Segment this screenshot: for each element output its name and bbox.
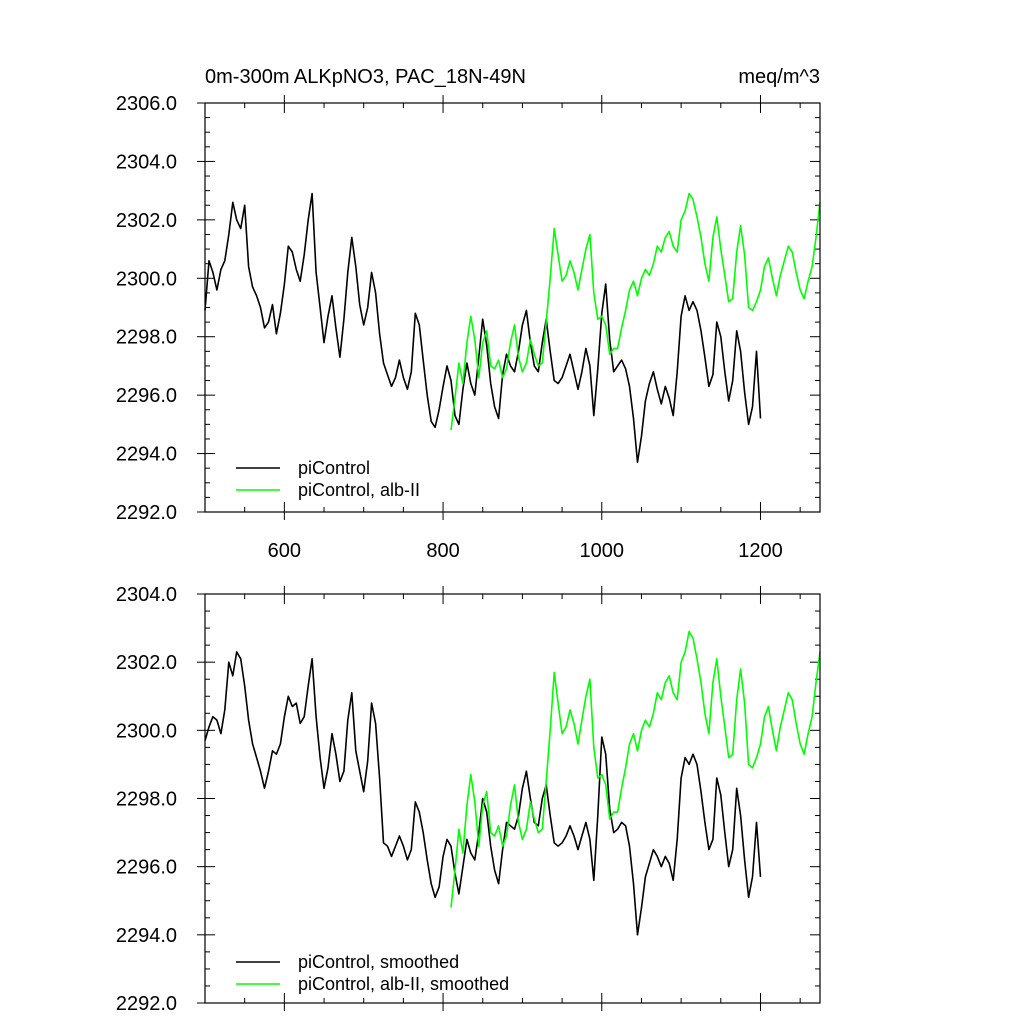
top-series	[204, 192, 821, 464]
top-x-tick-labels: 600 800 1000 1200	[268, 540, 783, 562]
top-legend-label-alb-ii: piControl, alb-II	[298, 480, 420, 500]
bottom-series	[204, 630, 821, 936]
bottom-legend: piControl, smoothed piControl, alb-II, s…	[236, 952, 509, 994]
y-tick-label: 2298.0	[116, 327, 177, 349]
y-tick-label: 2294.0	[116, 925, 177, 947]
series-line-picontrol	[204, 192, 762, 464]
top-chart-units: meq/m^3	[738, 66, 820, 88]
y-tick-label: 2298.0	[116, 789, 177, 811]
y-tick-label: 2304.0	[116, 151, 177, 173]
y-tick-label: 2306.0	[116, 93, 177, 115]
series-line-picontrol-alb-ii-smoothed	[450, 630, 821, 908]
bottom-legend-label-smoothed: piControl, smoothed	[298, 952, 459, 972]
x-tick-label: 600	[268, 540, 301, 562]
y-tick-label: 2300.0	[116, 268, 177, 290]
y-tick-label: 2302.0	[116, 210, 177, 232]
bottom-panel: 2292.0 2294.0 2296.0 2298.0 2300.0 2302.0 2304…	[116, 584, 821, 1015]
top-legend: piControl piControl, alb-II	[236, 458, 420, 500]
y-tick-label: 2296.0	[116, 385, 177, 407]
series-line-picontrol-smoothed	[204, 651, 762, 936]
x-tick-label: 800	[426, 540, 459, 562]
bottom-legend-label-alb-ii-smoothed: piControl, alb-II, smoothed	[298, 974, 509, 994]
y-tick-label: 2296.0	[116, 857, 177, 879]
top-legend-label-picontrol: piControl	[298, 458, 370, 478]
x-tick-label: 1200	[738, 540, 783, 562]
y-tick-label: 2302.0	[116, 652, 177, 674]
y-tick-label: 2292.0	[116, 993, 177, 1015]
y-tick-label: 2304.0	[116, 584, 177, 606]
top-chart-title: 0m-300m ALKpNO3, PAC_18N-49N	[205, 66, 526, 88]
series-line-picontrol-alb-ii	[450, 192, 821, 431]
y-tick-label: 2300.0	[116, 720, 177, 742]
y-tick-label: 2294.0	[116, 444, 177, 466]
top-ticks	[197, 95, 820, 520]
top-panel: 0m-300m ALKpNO3, PAC_18N-49N meq/m^3 229…	[116, 66, 821, 562]
top-plot-frame	[204, 102, 821, 513]
bottom-y-tick-labels: 2292.0 2294.0 2296.0 2298.0 2300.0 2302.0 2304…	[116, 584, 177, 1015]
top-y-tick-labels: 2292.0 2294.0 2296.0 2298.0 2300.0 2302.0 2304…	[116, 93, 177, 524]
y-tick-label: 2292.0	[116, 502, 177, 524]
x-tick-label: 1000	[580, 540, 625, 562]
bottom-plot-frame	[204, 593, 821, 1004]
